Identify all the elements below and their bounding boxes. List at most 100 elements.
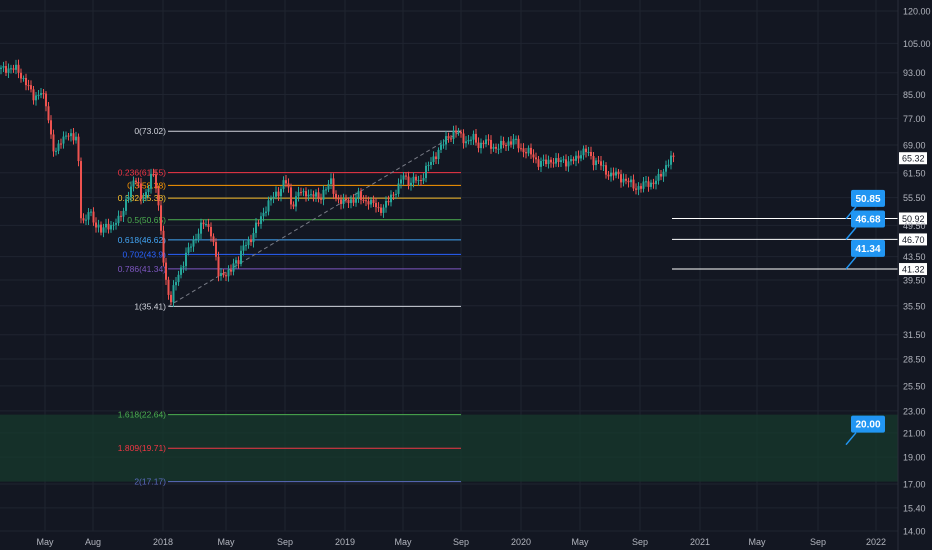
candle-body [540,160,542,167]
x-tick-label: May [571,537,589,547]
candle-body [282,180,285,189]
y-tick-label: 25.50 [903,381,926,391]
y-tick-label: 19.00 [903,453,926,463]
candle-body [367,201,370,205]
candle-body [637,186,640,190]
candle-body [630,179,632,183]
candle-body [140,183,142,200]
candle-body [230,269,232,272]
y-tick-label: 69.00 [903,140,926,150]
candle-body [245,245,247,247]
candle-body [295,196,297,207]
candle-body [160,205,162,231]
candle-body [212,236,215,243]
candle-body [485,139,487,145]
candle-body [270,198,272,201]
candle-body [430,162,432,165]
candle-body [272,196,275,199]
candle-body [20,72,22,79]
candle-body [502,140,505,146]
y-tick-label: 31.50 [903,330,926,340]
candle-body [347,199,350,204]
candle-body [650,182,652,187]
candle-body [57,143,60,151]
candle-body [285,180,287,184]
callout-pointer [845,256,857,270]
candle-body [290,187,292,205]
candle-body [65,135,67,137]
candle-body [525,152,527,154]
candle-body [545,159,547,165]
candle-body [195,238,197,240]
candle-body [215,242,217,257]
candle-body [82,218,85,221]
candle-body [297,192,300,197]
candle-body [112,224,115,226]
candle-body [192,239,195,247]
candle-body [232,263,235,272]
candle-body [207,224,210,227]
callout-label: 50.85 [855,194,880,205]
x-tick-label: Sep [453,537,469,547]
candle-body [107,223,110,230]
callout-label: 20.00 [855,420,880,431]
candle-body [125,199,127,211]
candle-body [530,147,532,155]
candle-body [512,138,515,145]
candle-body [242,245,245,251]
fib-level-label: 1.809(19.71) [118,443,166,453]
fib-level-label: 0.786(41.34) [118,264,166,274]
candle-body [170,294,172,303]
fib-level-label: 1(35.41) [134,301,166,311]
candle-body [17,64,20,73]
candle-body [237,260,240,264]
candle-body [10,68,12,70]
price-callouts[interactable]: 50.85 46.68 41.34 20.00 [845,189,885,446]
candle-body [340,199,342,205]
fibonacci-retracement[interactable]: 0(73.02)0.236(61.55)0.3(58.38)0.382(55.3… [118,126,462,487]
fib-level-label: 0.702(43.9) [123,249,167,259]
candle-body [387,201,390,203]
candle-body [60,143,62,145]
candle-body [37,94,40,96]
x-tick-label: May [217,537,235,547]
candle-body [592,156,595,166]
candle-body [27,85,30,87]
x-tick-label: Aug [85,537,101,547]
candle-body [320,198,322,200]
candle-body [287,183,290,188]
candle-body [330,178,332,185]
candle-body [255,222,257,234]
y-tick-label: 23.00 [903,406,926,416]
candle-body [547,159,550,165]
candle-body [480,142,482,149]
candle-body [345,199,347,201]
callout-box [851,239,885,257]
candle-body [322,189,325,200]
candle-body [157,188,160,206]
candle-body [585,148,587,153]
candle-body [327,184,330,190]
price-level-lines[interactable]: 50.92 46.70 41.32 65.32 [672,152,927,276]
candle-body [390,194,392,203]
y-tick-label: 93.00 [903,68,926,78]
price-axis[interactable]: 120.00 105.00 93.00 85.00 77.00 69.00 61.50 55.… [897,0,931,550]
candle-body [385,201,387,208]
candle-body [115,223,117,225]
price-level-axis-label: 46.70 [902,235,925,245]
candle-body [622,178,625,183]
candle-body [645,181,647,183]
candle-body [130,186,132,197]
candle-body [532,154,535,158]
last-price-label: 65.32 [902,154,925,164]
candle-body [557,158,560,162]
y-tick-label: 28.50 [903,354,926,364]
candle-body [442,144,445,146]
candle-body [527,147,530,154]
candle-body [642,181,645,189]
candle-body [602,165,605,167]
candle-body [97,224,100,228]
candle-body [562,159,565,161]
time-axis[interactable]: May Aug 2018 May Sep 2019 May Sep 2020 May Sep 2021… [36,537,886,547]
